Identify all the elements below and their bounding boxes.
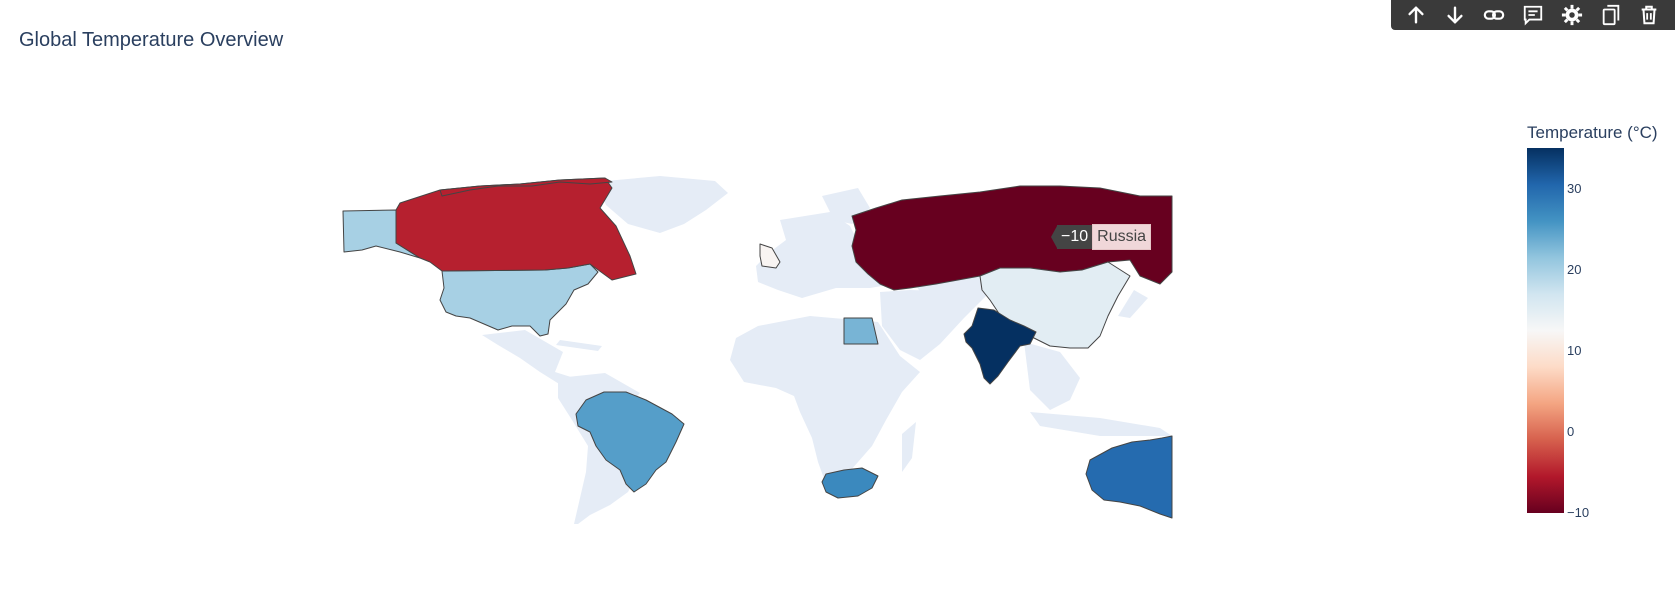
country-india [963, 307, 1037, 385]
country-united-kingdom [759, 243, 781, 269]
settings-button[interactable] [1558, 1, 1586, 29]
hover-country: Russia [1092, 224, 1152, 250]
countries [342, 177, 1173, 519]
colorbar-tick: 20 [1567, 261, 1582, 277]
colorbar-tick: 30 [1567, 180, 1582, 196]
land-background [482, 176, 1172, 524]
southeast-asia-shape [1024, 342, 1080, 410]
modebar [1391, 0, 1675, 30]
arrow-up-icon [1408, 6, 1425, 24]
link-icon [1483, 10, 1505, 20]
indonesia-shape [1030, 412, 1172, 436]
country-egypt [843, 317, 879, 345]
colorbar [1527, 148, 1564, 513]
country-brazil [575, 391, 685, 493]
hover-value: −10 [1057, 225, 1093, 249]
colorbar-tick: −10 [1567, 505, 1590, 520]
country-united-states [439, 263, 599, 337]
copy-button[interactable] [1597, 1, 1625, 29]
hover-arrow [1051, 226, 1057, 248]
africa-shape [730, 316, 920, 484]
country-canada [395, 177, 637, 281]
madagascar-shape [902, 422, 916, 472]
move-up-button[interactable] [1402, 1, 1430, 29]
move-down-button[interactable] [1441, 1, 1469, 29]
country-canada-islands [439, 177, 613, 197]
colorbar-tick: 0 [1567, 423, 1575, 439]
link-button[interactable] [1480, 1, 1508, 29]
chart-title: Global Temperature Overview [19, 29, 284, 51]
trash-icon [1642, 5, 1657, 25]
middle-east-shape [880, 290, 990, 360]
country-south-africa [821, 467, 879, 499]
colorbar-title: Temperature (°C) [1527, 123, 1658, 142]
delete-button[interactable] [1635, 1, 1663, 29]
caribbean-shape [556, 340, 602, 351]
hover-label: −10 Russia [1051, 224, 1152, 250]
comment-icon [1523, 5, 1543, 26]
copy-icon [1602, 4, 1619, 26]
greenland-shape [595, 176, 728, 233]
colorbar-tick: 10 [1567, 342, 1582, 358]
japan-shape [1118, 290, 1148, 318]
gear-icon [1561, 4, 1582, 26]
country-australia [1085, 435, 1173, 519]
arrow-down-icon [1447, 6, 1463, 24]
comment-button[interactable] [1519, 1, 1547, 29]
europe-shape [756, 212, 905, 298]
